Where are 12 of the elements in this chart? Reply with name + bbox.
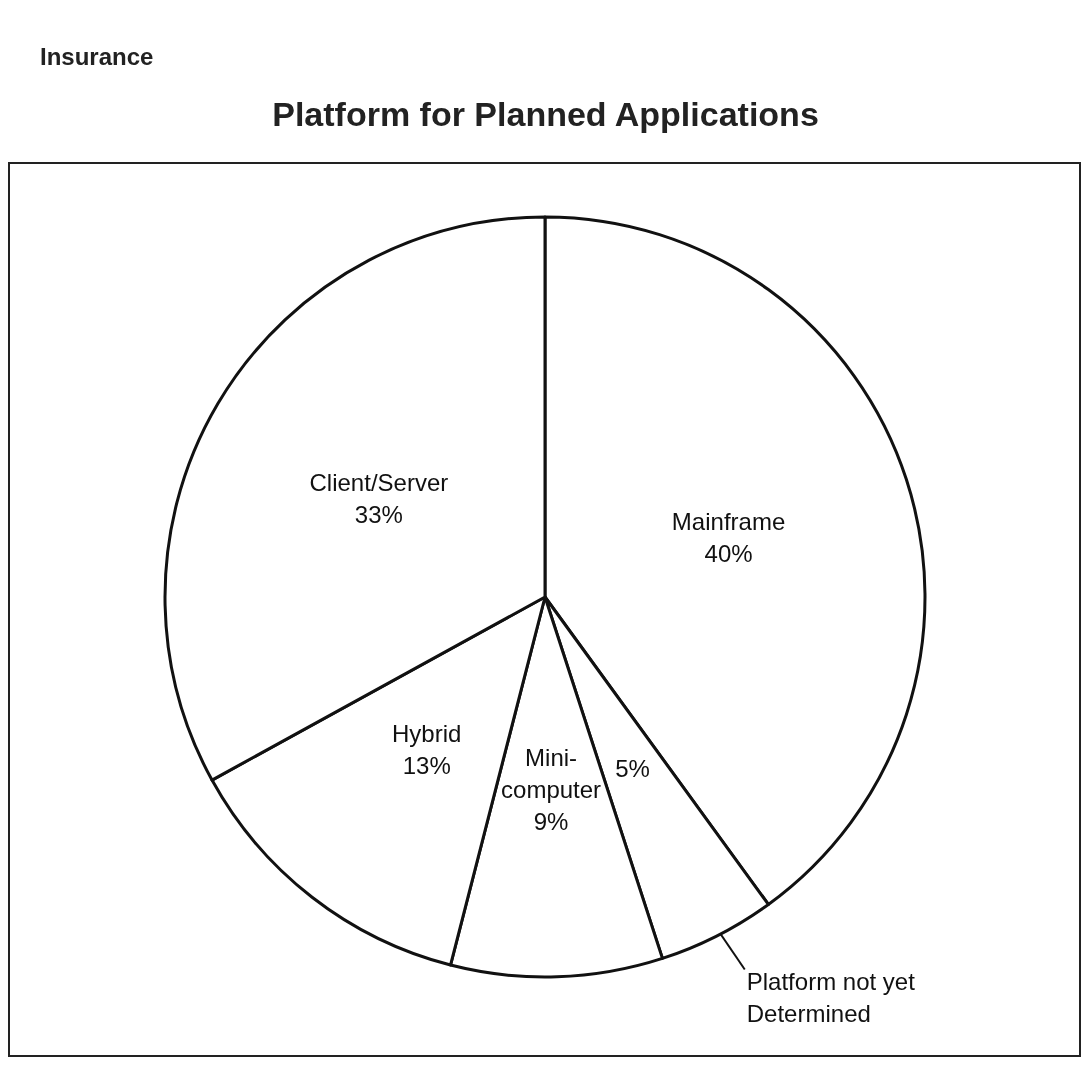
data-label: 9% [533, 808, 569, 836]
data-label: 33% [354, 501, 403, 529]
chart-title: Platform for Planned Applications [272, 95, 819, 133]
slice-label: Hybrid [392, 720, 462, 747]
slice-label: Client/Server [309, 469, 449, 497]
slice-label: Mainframe [671, 507, 786, 535]
slice-label: Mini-computer [501, 744, 602, 804]
data-label: 40% [704, 539, 753, 567]
data-label: 5% [615, 755, 650, 783]
slice-label: Platform not yet Determined [746, 967, 922, 1027]
chart-subtitle: Insurance [40, 42, 154, 70]
data-label: 13% [402, 752, 451, 779]
